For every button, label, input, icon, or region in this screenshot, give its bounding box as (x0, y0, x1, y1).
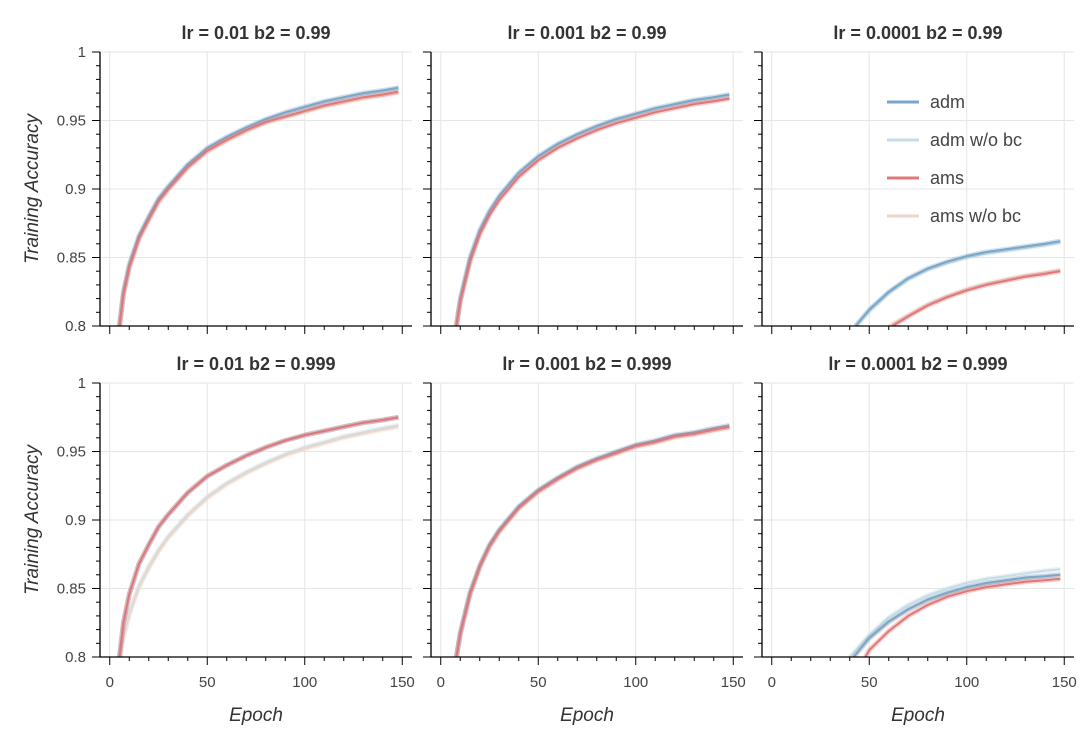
y-tick-label: 1 (78, 44, 86, 61)
y-tick-label: 0.85 (57, 250, 86, 267)
series-adm (118, 86, 399, 326)
y-axis-label: Training Accuracy (22, 113, 43, 264)
series-lines (117, 85, 399, 326)
series-band-adm (853, 238, 1061, 326)
y-tick-label: 1 (78, 375, 86, 392)
panel-5: 0 50 100 150 Epoch lr = 0.001 b2 = 0.999 (423, 354, 746, 726)
x-tick-label: 100 (623, 674, 648, 691)
x-axis-label: Epoch (229, 705, 283, 726)
x-tick-label: 150 (721, 674, 746, 691)
legend-label: adm (930, 92, 965, 112)
y-tick-label: 0.95 (57, 113, 86, 130)
panel-2: lr = 0.001 b2 = 0.99 (423, 23, 743, 334)
series-adm (455, 93, 730, 326)
y-tick-label: 0.9 (65, 181, 86, 198)
panel-title: lr = 0.0001 b2 = 0.99 (833, 23, 1002, 43)
x-axis-label: Epoch (891, 705, 945, 726)
series-adm (852, 573, 1061, 657)
series-ams-w-o-bc (118, 425, 399, 657)
x-tick-label: 150 (1052, 674, 1077, 691)
series-adm (118, 416, 399, 657)
panel-title: lr = 0.0001 b2 = 0.999 (828, 354, 1007, 374)
series-ams (864, 577, 1061, 657)
series-ams-w-o-bc (888, 268, 1061, 326)
legend-label: adm w/o bc (930, 130, 1022, 150)
series-lines (853, 238, 1061, 326)
series-adm-w-o-bc (118, 424, 399, 657)
x-tick-label: 50 (861, 674, 878, 691)
panel-3: lr = 0.0001 b2 = 0.99 (754, 23, 1074, 334)
series-ams (455, 425, 730, 657)
series-ams (118, 90, 399, 326)
y-tick-label: 0.8 (65, 649, 86, 666)
y-tick-label: 0.8 (65, 318, 86, 335)
panel-1: 0.8 0.85 0.9 0.95 1 Training Accuracy lr = 0.0… (22, 23, 412, 335)
panel-title: lr = 0.001 b2 = 0.99 (507, 23, 666, 43)
x-tick-label: 100 (292, 674, 317, 691)
series-lines (847, 566, 1061, 657)
series-band-adm (117, 414, 399, 657)
panel-4: 0.8 0.85 0.9 0.95 1 Training Accuracy 0 50 100 15… (22, 354, 415, 726)
series-lines (117, 414, 399, 657)
legend: adm adm w/o bc ams ams w/o bc (887, 92, 1022, 226)
y-tick-label: 0.9 (65, 512, 86, 529)
series-band-ams (117, 89, 399, 326)
series-lines (453, 92, 730, 326)
x-tick-label: 50 (199, 674, 216, 691)
grid (762, 382, 1074, 658)
series-ams (892, 270, 1061, 326)
y-axis-label: Training Accuracy (22, 444, 43, 595)
grid (431, 382, 743, 658)
panel-6: 0 50 100 150 Epoch lr = 0.0001 b2 = 0.999 (754, 354, 1077, 726)
series-adm-w-o-bc (849, 568, 1061, 657)
series-ams-w-o-bc (852, 573, 1061, 657)
panel-title: lr = 0.001 b2 = 0.999 (502, 354, 671, 374)
x-tick-label: 0 (768, 674, 776, 691)
x-tick-label: 0 (106, 674, 114, 691)
x-axis-label: Epoch (560, 705, 614, 726)
series-lines (453, 423, 730, 657)
x-tick-label: 0 (437, 674, 445, 691)
y-tick-label: 0.95 (57, 444, 86, 461)
legend-label: ams (930, 168, 964, 188)
grid (762, 51, 1074, 327)
series-band-ams (117, 414, 399, 657)
series-ams (455, 97, 730, 326)
series-ams (118, 416, 399, 657)
x-tick-label: 150 (390, 674, 415, 691)
series-adm-w-o-bc (854, 241, 1061, 326)
legend-label: ams w/o bc (930, 206, 1021, 226)
series-band-ams (891, 268, 1061, 326)
series-band-ams-w-o-bc (117, 90, 399, 326)
x-tick-label: 100 (954, 674, 979, 691)
series-adm (854, 240, 1061, 326)
panel-title: lr = 0.01 b2 = 0.999 (176, 354, 335, 374)
panel-title: lr = 0.01 b2 = 0.99 (181, 23, 330, 43)
y-tick-label: 0.85 (57, 581, 86, 598)
x-tick-label: 50 (530, 674, 547, 691)
grid (431, 51, 743, 327)
series-band-adm-w-o-bc (853, 239, 1061, 326)
series-band-adm-w-o-bc (117, 423, 399, 657)
